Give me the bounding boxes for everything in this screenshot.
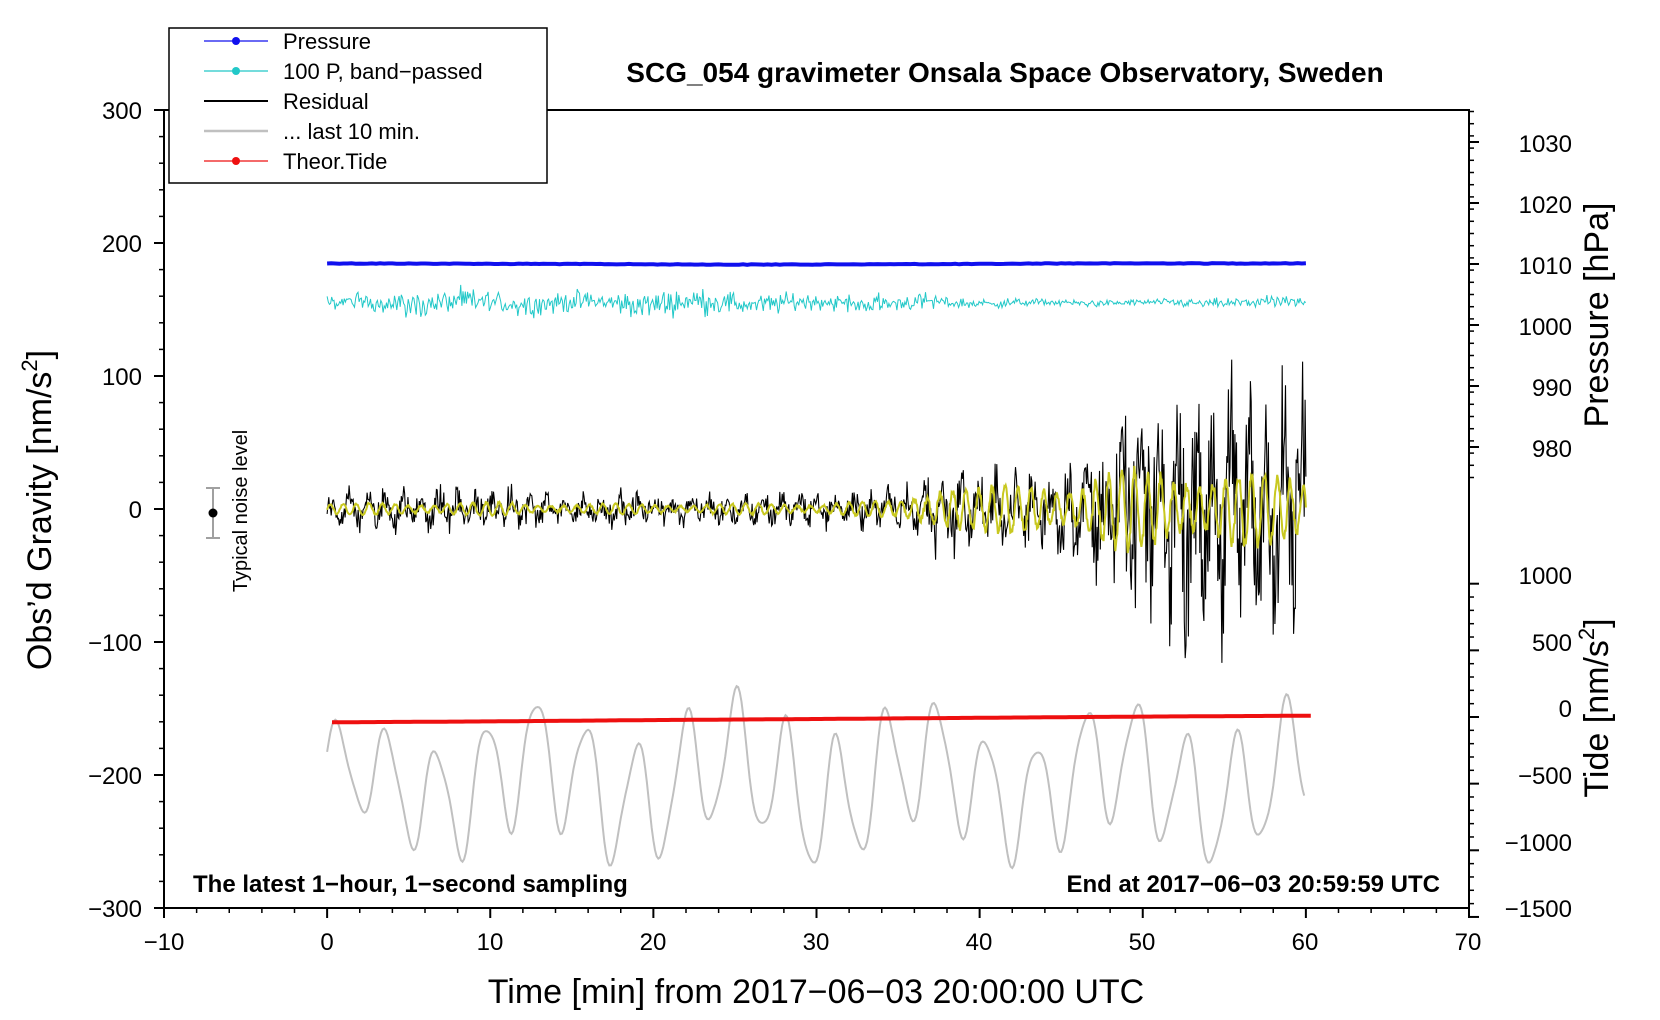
legend-label-bandpassed: 100 P, band−passed bbox=[283, 59, 483, 84]
noise-level-indicator: Typical noise level bbox=[206, 430, 252, 592]
tide-axis-label: Tide [nm/s2] bbox=[1574, 618, 1616, 797]
annotation-right: End at 2017−06−03 20:59:59 UTC bbox=[1066, 871, 1440, 898]
tide-tick-label: −1500 bbox=[1505, 896, 1572, 923]
legend-entry-last10: ... last 10 min. bbox=[204, 119, 420, 144]
annotation-left: The latest 1−hour, 1−second sampling bbox=[193, 871, 628, 898]
y-axis-label-superscript: 2 bbox=[17, 359, 42, 371]
pressure-tick-label: 1030 bbox=[1519, 131, 1572, 158]
pressure-line bbox=[327, 261, 1306, 267]
residual-lowpass-line bbox=[326, 465, 1307, 554]
x-axis-label: Time [min] from 2017−06−03 20:00:00 UTC bbox=[488, 973, 1144, 1011]
tide-axis-label-superscript: 2 bbox=[1574, 628, 1599, 640]
pressure-tick-label: 980 bbox=[1532, 436, 1572, 463]
x-tick-labels: −10 0 10 20 30 40 50 60 70 bbox=[144, 929, 1482, 956]
y-tick-labels: 300 200 100 0 −100 −200 −300 bbox=[88, 98, 142, 923]
y-tick-label: −200 bbox=[88, 763, 142, 790]
legend: Pressure 100 P, band−passed Residual ...… bbox=[168, 27, 548, 184]
x-tick-label: 40 bbox=[966, 929, 993, 956]
x-tick-label: 60 bbox=[1292, 929, 1319, 956]
y-axis-label-text: Obs’d Gravity [nm/s bbox=[21, 372, 59, 671]
legend-label-last10: ... last 10 min. bbox=[283, 119, 420, 144]
chart-title: SCG_054 gravimeter Onsala Space Observat… bbox=[626, 57, 1383, 88]
legend-entry-residual: Residual bbox=[204, 89, 369, 114]
y-tick-label: 100 bbox=[102, 364, 142, 391]
legend-marker-bandpassed bbox=[232, 67, 240, 75]
legend-entry-pressure: Pressure bbox=[204, 29, 371, 54]
x-tick-label: −10 bbox=[144, 929, 185, 956]
tide-tick-label: 500 bbox=[1532, 630, 1572, 657]
x-tick-label: 70 bbox=[1455, 929, 1482, 956]
tide-axis-label-bracket: ] bbox=[1578, 618, 1616, 627]
y-tick-label: 0 bbox=[129, 497, 142, 524]
bandpassed-pressure-line bbox=[326, 284, 1307, 319]
tide-tick-label: −1000 bbox=[1505, 830, 1572, 857]
noise-label: Typical noise level bbox=[230, 430, 252, 592]
pressure-tick-label: 1000 bbox=[1519, 314, 1572, 341]
pressure-tick-label: 1020 bbox=[1519, 192, 1572, 219]
tide-axis-label-text: Tide [nm/s bbox=[1578, 640, 1616, 797]
pressure-tick-labels: 1030 1020 1010 1000 990 980 bbox=[1519, 131, 1572, 463]
pressure-tick-label: 990 bbox=[1532, 375, 1572, 402]
y-tick-label: −100 bbox=[88, 630, 142, 657]
legend-label-residual: Residual bbox=[283, 89, 369, 114]
y-axis-label-bracket: ] bbox=[21, 350, 59, 359]
residual-line bbox=[326, 359, 1307, 663]
legend-label-pressure: Pressure bbox=[283, 29, 371, 54]
legend-entry-tide: Theor.Tide bbox=[204, 149, 387, 174]
y-axis-label: Obs’d Gravity [nm/s2] bbox=[17, 350, 59, 670]
y-tick-label: 300 bbox=[102, 98, 142, 125]
y-tick-label: −300 bbox=[88, 896, 142, 923]
x-tick-label: 20 bbox=[640, 929, 667, 956]
data-series bbox=[326, 261, 1311, 870]
x-tick-label: 30 bbox=[803, 929, 830, 956]
x-tick-label: 50 bbox=[1129, 929, 1156, 956]
tide-tick-label: −500 bbox=[1518, 763, 1572, 790]
legend-label-tide: Theor.Tide bbox=[283, 149, 387, 174]
tick-marks bbox=[154, 109, 1479, 918]
noise-dot bbox=[208, 508, 218, 518]
last-10-min-line bbox=[326, 684, 1306, 870]
legend-box bbox=[168, 27, 548, 184]
legend-marker-tide bbox=[232, 157, 240, 165]
tide-tick-label: 0 bbox=[1559, 696, 1572, 723]
y-tick-label: 200 bbox=[102, 231, 142, 258]
theoretical-tide-line bbox=[332, 713, 1311, 725]
tide-tick-labels: 1000 500 0 −500 −1000 −1500 bbox=[1505, 563, 1572, 923]
legend-marker-pressure bbox=[232, 37, 240, 45]
legend-entry-bandpassed: 100 P, band−passed bbox=[204, 59, 483, 84]
x-tick-label: 0 bbox=[320, 929, 333, 956]
pressure-tick-label: 1010 bbox=[1519, 253, 1572, 280]
tide-tick-label: 1000 bbox=[1519, 563, 1572, 590]
pressure-axis-label: Pressure [hPa] bbox=[1578, 203, 1616, 428]
x-tick-label: 10 bbox=[477, 929, 504, 956]
